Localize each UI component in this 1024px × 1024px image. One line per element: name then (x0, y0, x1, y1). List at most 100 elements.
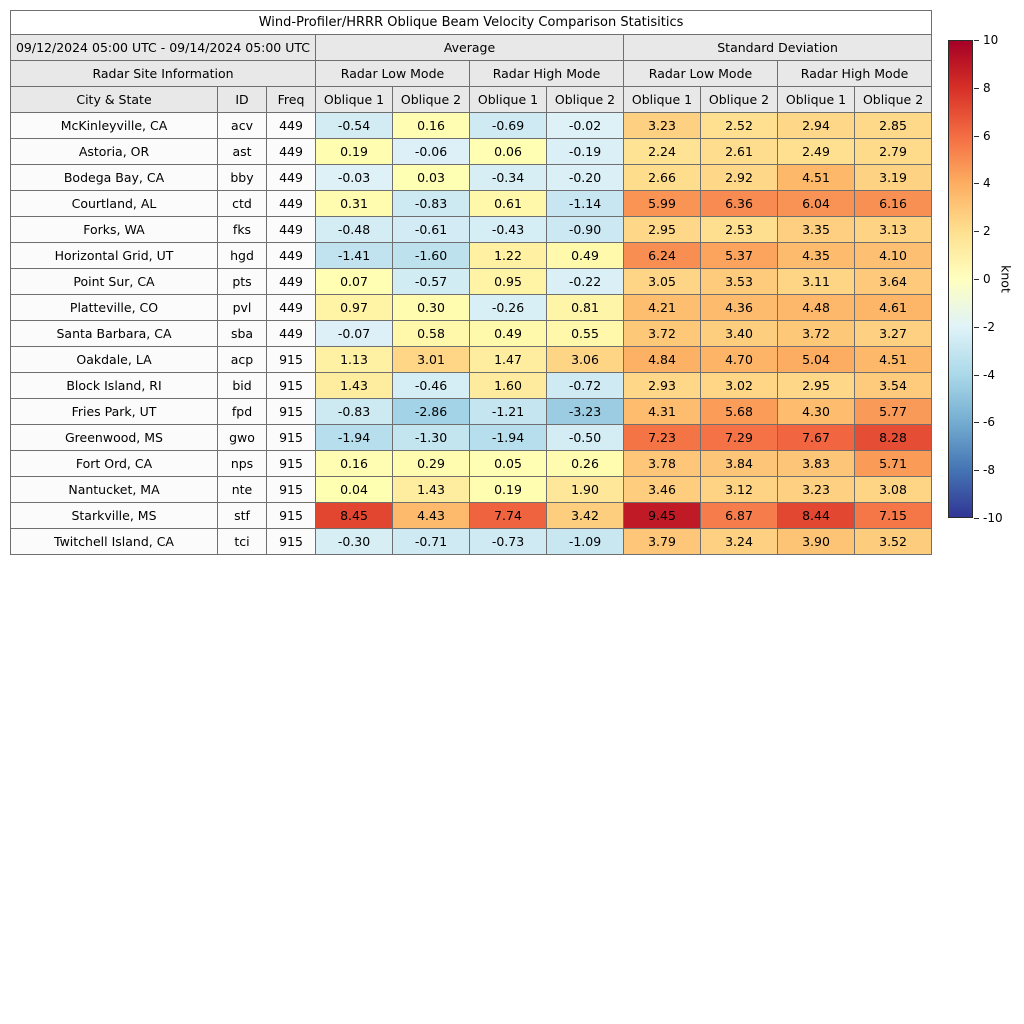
value-cell: 3.84 (700, 450, 778, 477)
freq-cell: 449 (266, 138, 316, 165)
value-cell: 5.99 (623, 190, 701, 217)
value-cell: 6.24 (623, 242, 701, 269)
value-cell: -1.30 (392, 424, 470, 451)
site-id-cell: bid (217, 372, 267, 399)
value-cell: -0.03 (315, 164, 393, 191)
stats-table: Wind-Profiler/HRRR Oblique Beam Velocity… (9, 10, 933, 555)
value-cell: 7.67 (777, 424, 855, 451)
site-id-cell: gwo (217, 424, 267, 451)
table-row: Forks, WA fks 449 -0.48 -0.61 -0.43 -0.90 2.95 2… (10, 216, 933, 243)
col-oblique2-header: Oblique 2 (546, 86, 624, 113)
site-id-cell: bby (217, 164, 267, 191)
city-cell: Greenwood, MS (10, 424, 218, 451)
value-cell: 4.31 (623, 398, 701, 425)
value-cell: 4.30 (777, 398, 855, 425)
value-cell: 3.01 (392, 346, 470, 373)
table-row: Greenwood, MS gwo 915 -1.94 -1.30 -1.94 -0.50 7… (10, 424, 933, 451)
city-cell: McKinleyville, CA (10, 112, 218, 139)
value-cell: 3.19 (853, 164, 933, 191)
value-cell: 0.19 (315, 138, 393, 165)
date-range: 09/12/2024 05:00 UTC - 09/14/2024 05:00 … (10, 34, 316, 61)
city-cell: Forks, WA (10, 216, 218, 243)
value-cell: 3.53 (700, 268, 778, 295)
value-cell: -0.57 (392, 268, 470, 295)
freq-cell: 915 (266, 450, 316, 477)
colorbar-tick-label: 6 (974, 130, 991, 142)
value-cell: 3.13 (853, 216, 933, 243)
value-cell: 3.02 (700, 372, 778, 399)
value-cell: 1.22 (469, 242, 547, 269)
table-row: Fries Park, UT fpd 915 -0.83 -2.86 -1.21 -3.23… (10, 398, 933, 425)
freq-cell: 449 (266, 294, 316, 321)
city-cell: Bodega Bay, CA (10, 164, 218, 191)
value-cell: 2.79 (853, 138, 933, 165)
group-average: Average (315, 34, 624, 61)
value-cell: -1.14 (546, 190, 624, 217)
value-cell: 7.74 (469, 502, 547, 529)
value-cell: 8.44 (777, 502, 855, 529)
city-cell: Starkville, MS (10, 502, 218, 529)
value-cell: -1.41 (315, 242, 393, 269)
value-cell: 0.04 (315, 476, 393, 503)
freq-cell: 915 (266, 372, 316, 399)
value-cell: -0.83 (392, 190, 470, 217)
colorbar-gradient (948, 40, 973, 518)
freq-cell: 915 (266, 528, 316, 555)
group-stddev: Standard Deviation (622, 34, 933, 61)
std-high-mode-header: Radar High Mode (776, 60, 933, 87)
title-row: Wind-Profiler/HRRR Oblique Beam Velocity… (9, 10, 933, 35)
value-cell: -0.73 (469, 528, 547, 555)
value-cell: 0.97 (315, 294, 393, 321)
value-cell: 3.27 (853, 320, 933, 347)
city-cell: Platteville, CO (10, 294, 218, 321)
col-oblique1-header: Oblique 1 (469, 86, 547, 113)
value-cell: 0.19 (469, 476, 547, 503)
value-cell: 3.83 (777, 450, 855, 477)
value-cell: 8.28 (853, 424, 933, 451)
value-cell: 5.71 (853, 450, 933, 477)
value-cell: -0.54 (315, 112, 393, 139)
value-cell: 3.24 (700, 528, 778, 555)
colorbar-tick-label: -4 (974, 369, 995, 381)
freq-cell: 915 (266, 346, 316, 373)
city-cell: Fort Ord, CA (10, 450, 218, 477)
value-cell: 1.60 (469, 372, 547, 399)
col-freq-header: Freq (266, 86, 316, 113)
value-cell: 0.95 (469, 268, 547, 295)
colorbar: 10 8 6 4 2 0 -2 -4 -6 -8 -10 knot (948, 34, 1024, 524)
site-id-cell: fks (217, 216, 267, 243)
value-cell: 0.30 (392, 294, 470, 321)
colorbar-tick-label: -6 (974, 416, 995, 428)
value-cell: -0.61 (392, 216, 470, 243)
colorbar-tick-label: -10 (974, 512, 1003, 524)
table-row: Santa Barbara, CA sba 449 -0.07 0.58 0.49 0.55… (10, 320, 933, 347)
value-cell: 0.16 (315, 450, 393, 477)
site-id-cell: tci (217, 528, 267, 555)
value-cell: 8.45 (315, 502, 393, 529)
value-cell: 2.92 (700, 164, 778, 191)
colorbar-tick-label: 2 (974, 225, 991, 237)
value-cell: 4.21 (623, 294, 701, 321)
table-row: Nantucket, MA nte 915 0.04 1.43 0.19 1.90 3.46 3… (10, 476, 933, 503)
value-cell: 4.70 (700, 346, 778, 373)
table-row: Bodega Bay, CA bby 449 -0.03 0.03 -0.34 -0.20 2… (10, 164, 933, 191)
col-id-header: ID (217, 86, 267, 113)
value-cell: 0.58 (392, 320, 470, 347)
city-cell: Horizontal Grid, UT (10, 242, 218, 269)
col-oblique1-header: Oblique 1 (623, 86, 701, 113)
value-cell: 4.43 (392, 502, 470, 529)
table-row: Fort Ord, CA nps 915 0.16 0.29 0.05 0.26 3.78 3.… (10, 450, 933, 477)
value-cell: -1.09 (546, 528, 624, 555)
value-cell: -1.94 (315, 424, 393, 451)
value-cell: 2.95 (623, 216, 701, 243)
freq-cell: 449 (266, 268, 316, 295)
table-row: Astoria, OR ast 449 0.19 -0.06 0.06 -0.19 2.24 2… (10, 138, 933, 165)
value-cell: -0.69 (469, 112, 547, 139)
col-oblique2-header: Oblique 2 (392, 86, 470, 113)
value-cell: 0.55 (546, 320, 624, 347)
value-cell: 5.77 (853, 398, 933, 425)
value-cell: -1.60 (392, 242, 470, 269)
avg-high-mode-header: Radar High Mode (469, 60, 624, 87)
value-cell: -0.06 (392, 138, 470, 165)
site-id-cell: nps (217, 450, 267, 477)
